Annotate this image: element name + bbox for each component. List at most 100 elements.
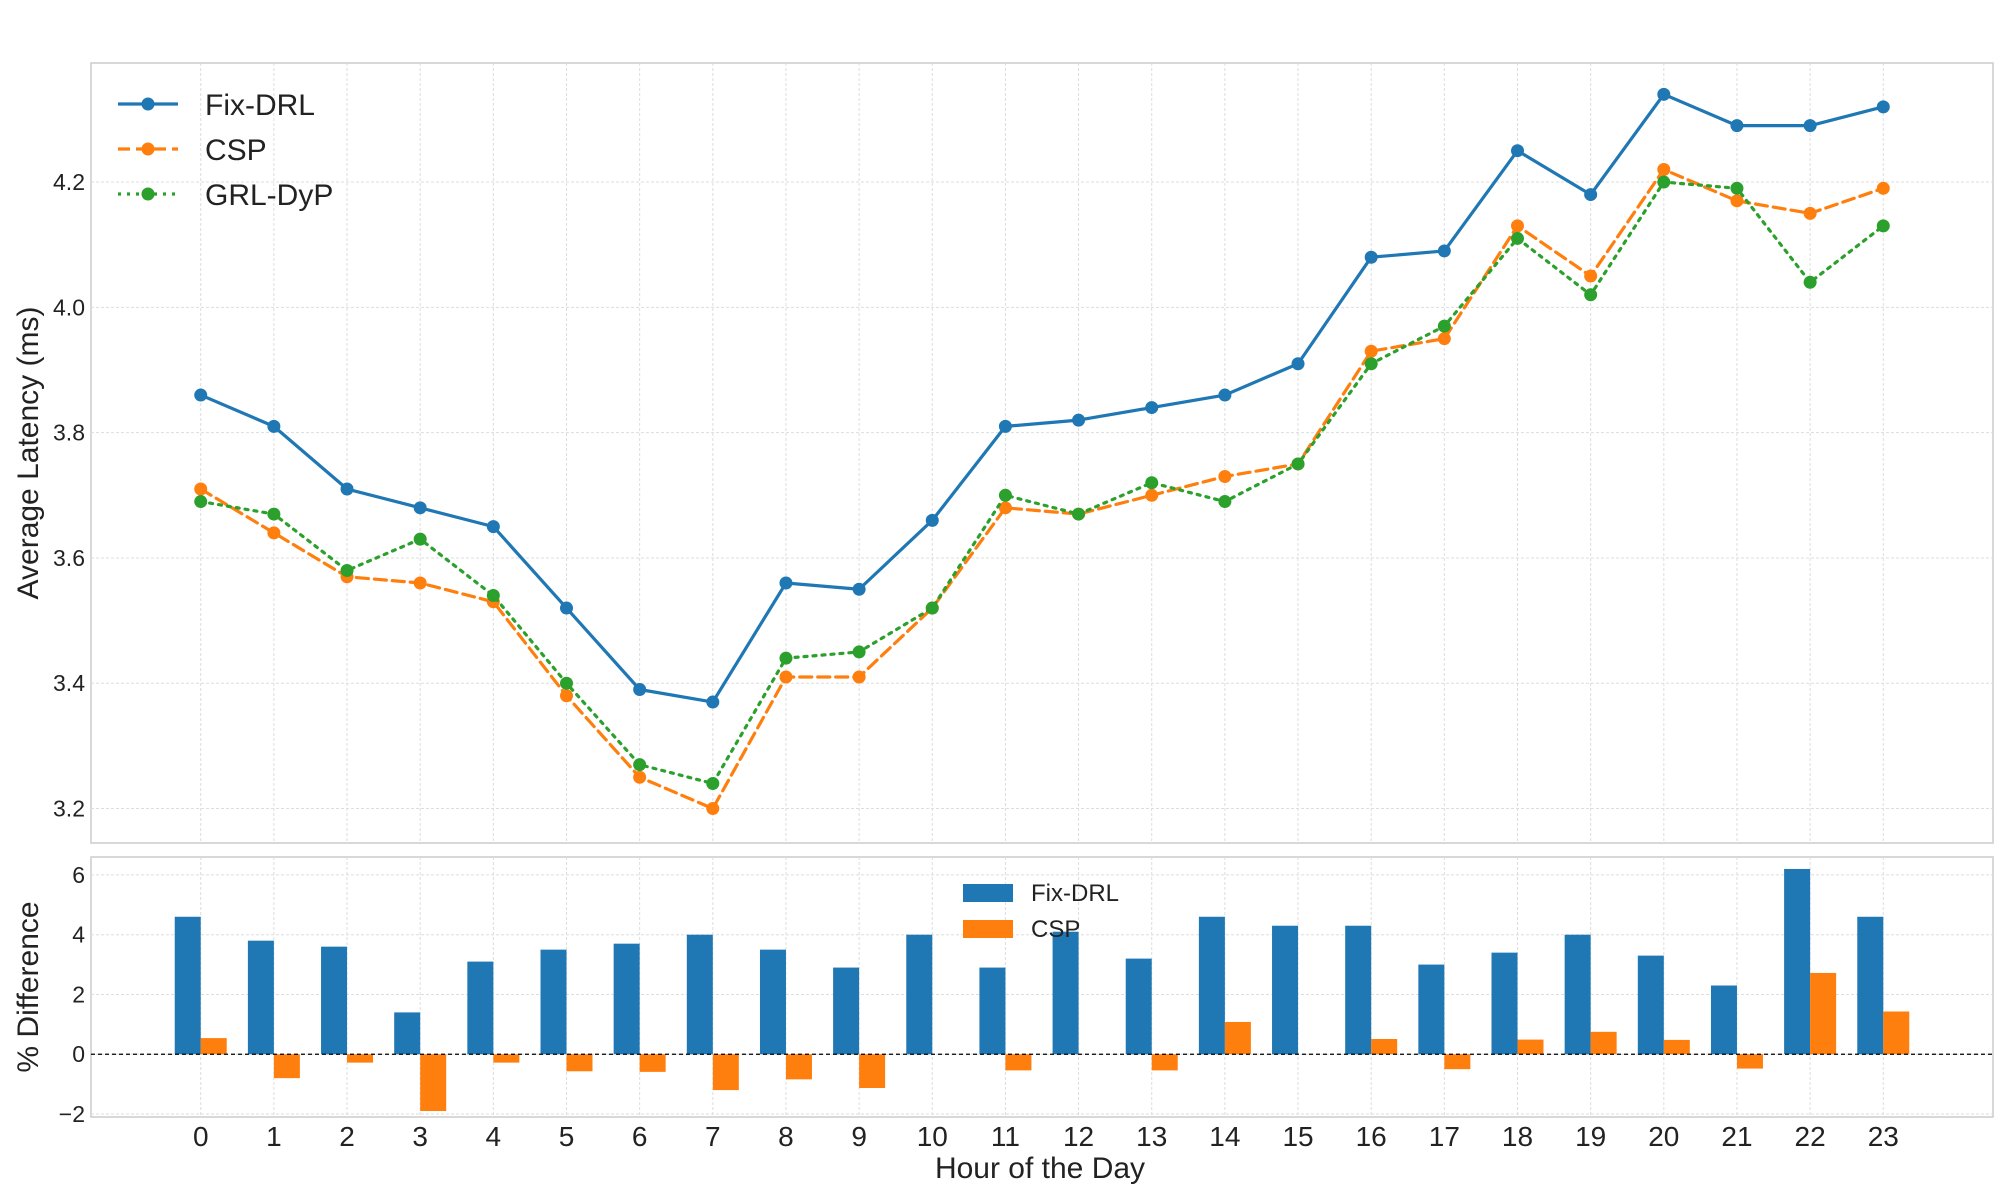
data-point-grl-dyp	[1145, 476, 1159, 490]
x-tick-label: 0	[193, 1121, 209, 1152]
bar-csp	[566, 1054, 593, 1072]
data-point-fix-drl	[560, 601, 573, 615]
bar-fix-drl	[1418, 964, 1445, 1055]
data-point-grl-dyp	[1803, 275, 1817, 289]
series-line-fix-drl	[199, 92, 1885, 704]
data-point-grl-dyp	[1364, 357, 1378, 371]
data-point-csp	[852, 670, 866, 684]
legend-label-fix-drl: Fix-DRL	[205, 89, 315, 122]
data-point-csp	[413, 576, 427, 590]
bar-csp	[639, 1054, 666, 1072]
series-line-csp	[199, 167, 1885, 811]
x-tick-label: 2	[339, 1121, 355, 1152]
data-point-fix-drl	[1218, 388, 1232, 402]
data-point-fix-drl	[267, 419, 281, 433]
bottom-y-tick-label: 4	[72, 922, 85, 948]
bar-fix-drl	[540, 949, 567, 1055]
top-y-tick-label: 3.2	[53, 796, 85, 822]
data-point-csp	[1730, 194, 1744, 208]
series-line-grl-dyp	[199, 180, 1885, 786]
bar-fix-drl	[247, 940, 274, 1055]
bar-csp	[1663, 1039, 1690, 1055]
data-point-fix-drl	[1876, 100, 1890, 114]
legend-swatch-csp	[963, 920, 1013, 938]
bar-fix-drl	[1564, 934, 1591, 1055]
x-tick-label: 13	[1136, 1121, 1167, 1152]
x-tick-label: 21	[1721, 1121, 1752, 1152]
data-point-csp	[998, 501, 1012, 515]
bar-csp	[1590, 1031, 1617, 1055]
bar-fix-drl	[1491, 952, 1518, 1055]
legend-label-fix-drl: Fix-DRL	[1031, 880, 1119, 907]
bar-csp	[273, 1054, 300, 1079]
x-tick-label: 5	[559, 1121, 575, 1152]
bottom-y-tick-label: 6	[72, 862, 85, 888]
data-point-fix-drl	[413, 501, 427, 515]
bottom-y-axis-label: % Difference	[12, 901, 45, 1072]
data-point-grl-dyp	[1876, 219, 1890, 233]
legend-label-csp: CSP	[205, 134, 267, 167]
bar-fix-drl	[394, 1012, 421, 1055]
top-y-tick-label: 4.2	[53, 169, 85, 195]
bar-csp	[420, 1054, 447, 1112]
data-point-csp	[1364, 344, 1378, 358]
bar-csp	[1810, 972, 1837, 1055]
bar-csp	[1151, 1054, 1178, 1071]
x-tick-label: 12	[1063, 1121, 1094, 1152]
bar-csp	[1736, 1054, 1763, 1069]
data-point-grl-dyp	[852, 645, 866, 659]
top-y-tick-label: 3.4	[53, 670, 85, 696]
data-point-grl-dyp	[560, 676, 573, 690]
bar-fix-drl	[1857, 916, 1884, 1055]
top-grid	[91, 63, 1993, 843]
bar-fix-drl	[1272, 925, 1299, 1055]
data-point-grl-dyp	[1218, 495, 1232, 509]
data-point-csp	[1218, 469, 1232, 483]
top-y-tick-label: 3.8	[53, 420, 85, 446]
bar-fix-drl	[1637, 955, 1664, 1055]
bar-fix-drl	[1784, 868, 1811, 1055]
data-point-fix-drl	[852, 582, 866, 596]
x-tick-label: 22	[1795, 1121, 1826, 1152]
latency-line-panel: 3.23.43.63.84.04.2 Average Latency (ms) …	[12, 62, 1994, 844]
x-tick-labels: 0 1 2 3 4 5 6 7 8 9 10 11 12 13 14 15 16 17 18 19 20 21 22 23	[193, 1121, 1899, 1152]
data-point-fix-drl	[340, 482, 354, 496]
data-point-fix-drl	[633, 683, 647, 697]
bar-csp	[712, 1054, 739, 1091]
bar-csp	[493, 1054, 520, 1063]
data-point-grl-dyp	[340, 563, 354, 577]
data-point-fix-drl	[194, 388, 208, 402]
data-point-csp	[633, 770, 647, 784]
bar-fix-drl	[1345, 925, 1372, 1055]
data-point-fix-drl	[1803, 119, 1817, 133]
bar-fix-drl	[467, 961, 494, 1055]
data-point-fix-drl	[1730, 119, 1744, 133]
x-tick-label: 19	[1575, 1121, 1606, 1152]
data-point-grl-dyp	[267, 507, 281, 521]
data-point-grl-dyp	[1291, 457, 1305, 471]
data-point-fix-drl	[706, 695, 720, 709]
bottom-y-tick-label: 2	[72, 981, 85, 1007]
bar-csp	[1224, 1021, 1251, 1055]
x-tick-label: 15	[1282, 1121, 1313, 1152]
data-point-grl-dyp	[194, 495, 208, 509]
bar-csp	[1517, 1039, 1544, 1055]
data-point-csp	[1584, 269, 1598, 283]
x-tick-label: 17	[1429, 1121, 1460, 1152]
x-tick-label: 10	[917, 1121, 948, 1152]
bar-csp	[1444, 1054, 1471, 1070]
bar-fix-drl	[174, 916, 201, 1055]
x-tick-label: 7	[705, 1121, 721, 1152]
data-point-grl-dyp	[1511, 231, 1524, 245]
x-tick-label: 14	[1209, 1121, 1240, 1152]
bottom-legend: Fix-DRL CSP	[963, 880, 1119, 943]
x-tick-label: 11	[991, 1121, 1020, 1152]
data-point-grl-dyp	[779, 651, 793, 665]
bar-fix-drl	[759, 949, 786, 1055]
legend-swatch-fix-drl	[963, 884, 1013, 902]
data-point-csp	[1803, 206, 1817, 220]
data-point-fix-drl	[1072, 413, 1086, 427]
data-point-grl-dyp	[1657, 175, 1671, 189]
data-point-fix-drl	[1291, 357, 1305, 371]
data-point-csp	[1437, 332, 1451, 346]
